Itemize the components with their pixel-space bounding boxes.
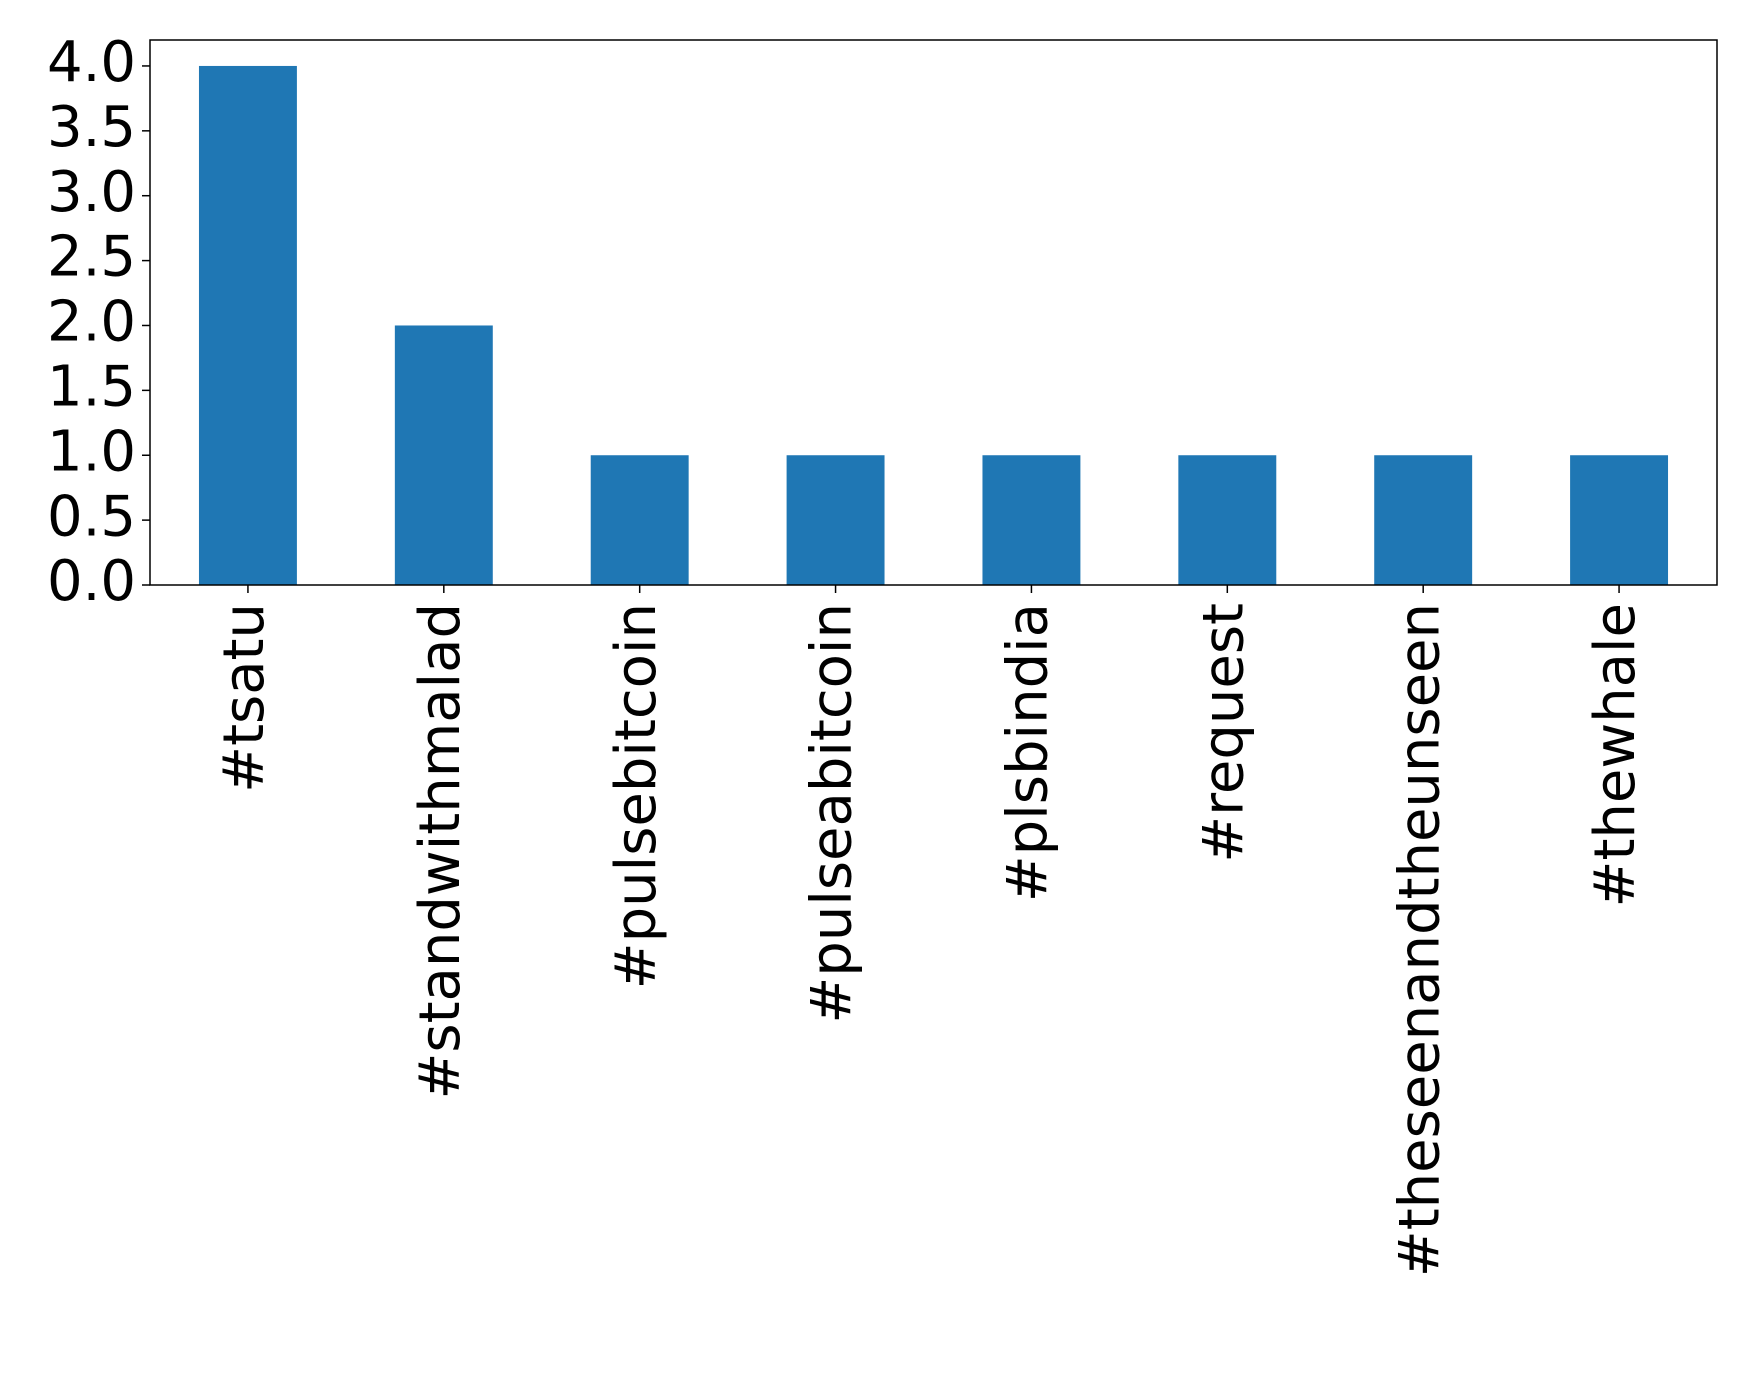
x-tick-label: #theseenandtheunseen	[1387, 603, 1452, 1277]
bar	[1178, 455, 1277, 585]
y-tick-label: 1.0	[47, 419, 136, 484]
y-tick-label: 0.0	[47, 549, 136, 614]
x-tick-label: #pulsebitcoin	[604, 603, 669, 989]
x-tick-label: #thewhale	[1583, 603, 1648, 907]
x-tick-label: #pulseabitcoin	[800, 603, 865, 1024]
y-tick-label: 2.0	[47, 290, 136, 355]
bar	[982, 455, 1081, 585]
x-tick-label: #plsbindia	[996, 603, 1061, 902]
y-tick-label: 4.0	[47, 30, 136, 95]
bar	[590, 455, 689, 585]
bar	[394, 325, 493, 585]
y-tick-label: 1.5	[47, 354, 136, 419]
plot-frame	[149, 39, 1718, 586]
y-tick-label: 3.5	[47, 95, 136, 160]
x-tick-label: #request	[1191, 603, 1256, 863]
bar	[1374, 455, 1473, 585]
bar	[786, 455, 885, 585]
bar	[1570, 455, 1669, 585]
y-tick-label: 0.5	[47, 484, 136, 549]
y-tick-label: 2.5	[47, 225, 136, 290]
x-tick-label: #standwithmalad	[408, 603, 473, 1100]
y-tick-label: 3.0	[47, 160, 136, 225]
bar	[198, 65, 297, 585]
x-tick-label: #tsatu	[212, 603, 277, 793]
